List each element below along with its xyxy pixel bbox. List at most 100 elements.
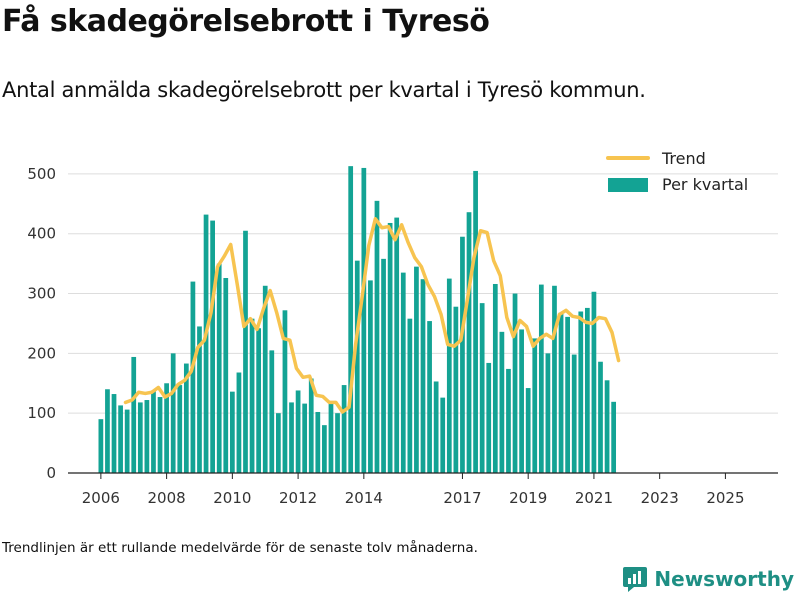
bar[interactable] bbox=[368, 280, 373, 473]
bar[interactable] bbox=[243, 230, 248, 473]
bars-per-kvartal bbox=[98, 166, 617, 474]
bar[interactable] bbox=[427, 321, 432, 473]
bar[interactable] bbox=[236, 372, 242, 473]
legend-bar-swatch bbox=[608, 178, 648, 192]
bar[interactable] bbox=[519, 329, 524, 473]
bar[interactable] bbox=[506, 368, 511, 473]
bar-chart: 0 100 200 300 400 500 2006 2008 2010 2012 2014 201… bbox=[27, 149, 778, 507]
bar[interactable] bbox=[170, 353, 176, 473]
bar[interactable] bbox=[460, 236, 465, 473]
bar[interactable] bbox=[558, 312, 564, 473]
bar[interactable] bbox=[105, 389, 110, 473]
bar[interactable] bbox=[144, 400, 150, 473]
bar[interactable] bbox=[598, 361, 603, 473]
bar[interactable] bbox=[197, 326, 202, 473]
bar[interactable] bbox=[289, 402, 294, 473]
bar[interactable] bbox=[604, 380, 610, 473]
bar[interactable] bbox=[98, 419, 104, 473]
bar[interactable] bbox=[512, 293, 518, 473]
bar[interactable] bbox=[565, 316, 570, 473]
y-tick-label: 200 bbox=[27, 344, 56, 362]
bar[interactable] bbox=[282, 310, 288, 473]
bar[interactable] bbox=[361, 167, 367, 473]
bar[interactable] bbox=[151, 390, 156, 473]
bar[interactable] bbox=[538, 284, 544, 473]
trend-line[interactable] bbox=[123, 217, 621, 414]
bar[interactable] bbox=[328, 401, 334, 473]
x-tick-label: 2023 bbox=[641, 489, 679, 507]
bar[interactable] bbox=[183, 363, 189, 473]
bar[interactable] bbox=[584, 307, 590, 473]
bar[interactable] bbox=[552, 285, 557, 473]
bar[interactable] bbox=[190, 281, 196, 473]
bar[interactable] bbox=[131, 356, 137, 473]
bar[interactable] bbox=[335, 413, 340, 473]
x-axis: 2006 2008 2010 2012 2014 2017 2019 2021 2023 2025 bbox=[68, 472, 778, 507]
bar[interactable] bbox=[229, 391, 235, 473]
bar[interactable] bbox=[111, 394, 117, 473]
bar[interactable] bbox=[137, 402, 143, 473]
bar[interactable] bbox=[571, 354, 577, 473]
bar[interactable] bbox=[545, 353, 551, 473]
bar[interactable] bbox=[341, 385, 347, 473]
bar[interactable] bbox=[407, 318, 413, 473]
bar[interactable] bbox=[203, 214, 209, 473]
newsworthy-logo-icon bbox=[623, 567, 648, 592]
bar[interactable] bbox=[348, 166, 354, 473]
bar[interactable] bbox=[473, 170, 478, 473]
bar[interactable] bbox=[486, 362, 492, 473]
bar[interactable] bbox=[177, 385, 183, 473]
bar[interactable] bbox=[322, 425, 327, 473]
bar[interactable] bbox=[302, 403, 308, 473]
bar[interactable] bbox=[466, 212, 472, 473]
y-tick-label: 100 bbox=[27, 404, 56, 422]
bar[interactable] bbox=[591, 291, 597, 473]
bar[interactable] bbox=[420, 279, 426, 473]
bar[interactable] bbox=[578, 311, 584, 474]
bar[interactable] bbox=[492, 283, 498, 473]
brand-logo[interactable]: Newsworthy bbox=[622, 564, 794, 594]
footnote: Trendlinjen är ett rullande medelvärde f… bbox=[2, 540, 478, 556]
bar[interactable] bbox=[381, 258, 386, 473]
bar[interactable] bbox=[124, 409, 130, 473]
bar[interactable] bbox=[440, 397, 446, 473]
legend-item-trend[interactable]: Trend bbox=[606, 149, 706, 168]
bar[interactable] bbox=[374, 200, 380, 473]
bar[interactable] bbox=[479, 303, 485, 473]
y-axis-ticks: 0 100 200 300 400 500 bbox=[27, 165, 56, 482]
bar[interactable] bbox=[315, 411, 321, 473]
bar[interactable] bbox=[414, 266, 419, 473]
bar[interactable] bbox=[354, 260, 360, 473]
bar[interactable] bbox=[276, 413, 281, 473]
bar[interactable] bbox=[499, 331, 505, 473]
bar[interactable] bbox=[611, 401, 617, 473]
bar[interactable] bbox=[387, 222, 393, 473]
bar[interactable] bbox=[269, 350, 275, 473]
bar[interactable] bbox=[446, 278, 452, 473]
bar[interactable] bbox=[308, 378, 314, 473]
bar[interactable] bbox=[453, 306, 459, 473]
bar[interactable] bbox=[532, 338, 538, 473]
x-tick-label: 2019 bbox=[509, 489, 547, 507]
bar[interactable] bbox=[394, 217, 400, 473]
bar[interactable] bbox=[295, 390, 301, 473]
bar[interactable] bbox=[400, 272, 406, 473]
legend-bar-label: Per kvartal bbox=[662, 175, 748, 194]
bar[interactable] bbox=[249, 318, 255, 473]
legend-item-per-kvartal[interactable]: Per kvartal bbox=[608, 175, 748, 194]
x-tick-label: 2012 bbox=[279, 489, 317, 507]
bar[interactable] bbox=[433, 381, 439, 473]
legend[interactable]: Trend Per kvartal bbox=[606, 149, 748, 194]
bar[interactable] bbox=[262, 285, 268, 473]
bar[interactable] bbox=[525, 388, 531, 473]
bar[interactable] bbox=[118, 405, 123, 473]
bar[interactable] bbox=[210, 220, 215, 473]
bar[interactable] bbox=[157, 397, 163, 473]
bar[interactable] bbox=[223, 278, 229, 473]
y-tick-label: 400 bbox=[27, 225, 56, 243]
bar[interactable] bbox=[256, 328, 262, 473]
x-tick-label: 2021 bbox=[575, 489, 613, 507]
bar[interactable] bbox=[164, 383, 169, 473]
x-tick-label: 2017 bbox=[443, 489, 481, 507]
bar[interactable] bbox=[216, 263, 222, 473]
